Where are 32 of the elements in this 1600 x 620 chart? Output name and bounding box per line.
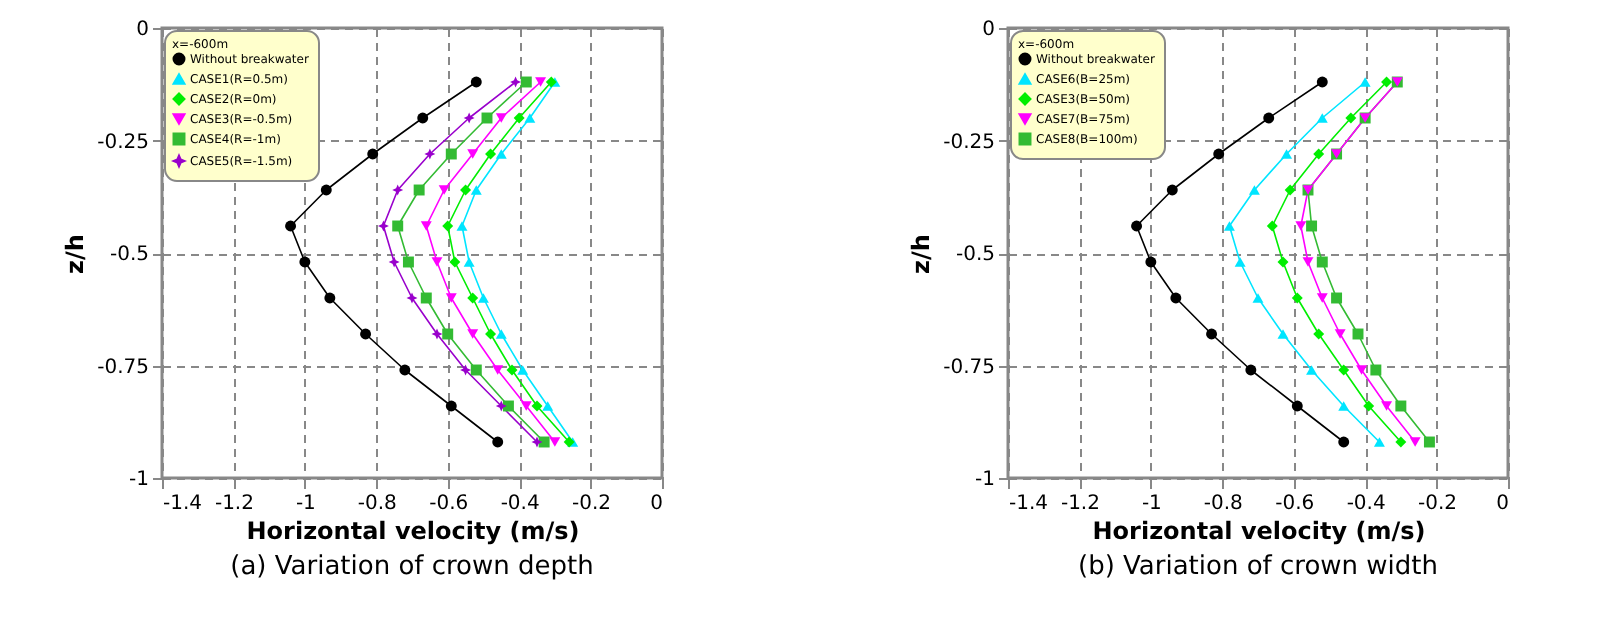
x-axis-title: Horizontal velocity (m/s): [246, 517, 580, 545]
x-tick-label: -1.2: [214, 493, 254, 515]
x-tick-label: -1: [1141, 493, 1162, 515]
y-tick-label: 0: [136, 19, 149, 41]
y-tick-label: -1: [975, 469, 995, 491]
y-axis-title: z/h: [907, 234, 936, 274]
y-tick-label: -0.25: [943, 131, 995, 154]
text: (a) Variation of crown depth: [230, 552, 594, 582]
x-tick-label: -0.2: [572, 493, 612, 515]
x-tick-label: -0.6: [1275, 493, 1315, 515]
text: (b) Variation of crown width: [1078, 552, 1438, 582]
y-tick-label: -1: [129, 469, 149, 491]
x-tick-label: -1.2: [1060, 493, 1100, 515]
x-tick-label: -1: [295, 493, 316, 515]
y-tick-label: -0.5: [955, 244, 995, 266]
x-tick-label: -0.8: [357, 493, 397, 515]
x-tick-label: -0.6: [429, 493, 469, 515]
y-tick-label: -0.75: [943, 356, 995, 379]
y-axis-title: z/h: [61, 234, 90, 274]
x-axis-title: Horizontal velocity (m/s): [1092, 517, 1426, 545]
y-tick-label: -0.25: [97, 131, 149, 154]
x-tick-label: -0.2: [1418, 493, 1458, 515]
y-tick-label: -0.5: [109, 244, 149, 266]
x-tick-label: 0: [650, 493, 663, 515]
x-tick-label: -0.8: [1203, 493, 1243, 515]
x-tick-label: -1.4: [163, 493, 203, 515]
x-tick-label: -0.4: [500, 493, 540, 515]
y-tick-label: -0.75: [97, 356, 149, 379]
y-tick-label: 0: [982, 19, 995, 41]
x-tick-label: -0.4: [1346, 493, 1386, 515]
x-tick-label: -1.4: [1009, 493, 1049, 515]
x-tick-label: 0: [1496, 493, 1509, 515]
